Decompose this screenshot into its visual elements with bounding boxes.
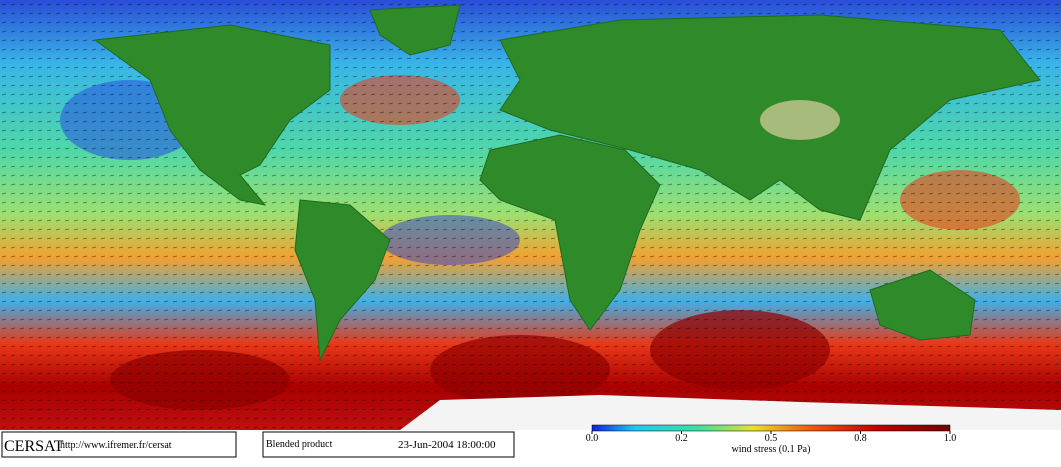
colorbar-tick-label: 0.5 xyxy=(765,433,778,444)
date: 23-Jun-2004 18:00:00 xyxy=(398,439,496,451)
colorbar-tick-label: 0.8 xyxy=(854,433,867,444)
product-box xyxy=(262,431,515,458)
colorbar-tick-label: 0.2 xyxy=(675,433,688,444)
colorbar-tick-label: 0.0 xyxy=(586,433,599,444)
map xyxy=(0,0,1061,430)
logo-box xyxy=(1,431,237,458)
colorbar: wind stress (0.1 Pa) 0.0 0.2 0.5 0.8 1.0 xyxy=(586,424,957,455)
logo: CERSAT xyxy=(4,438,64,455)
url: http://www.ifremer.fr/cersat xyxy=(60,440,172,451)
product: Blended product xyxy=(266,439,333,450)
colorbar-tick-label: 1.0 xyxy=(944,433,957,444)
footer: CERSAT http://www.ifremer.fr/cersat Blen… xyxy=(1,431,515,458)
colorbar-scale xyxy=(591,424,951,432)
colorbar-label: wind stress (0.1 Pa) xyxy=(732,444,811,455)
